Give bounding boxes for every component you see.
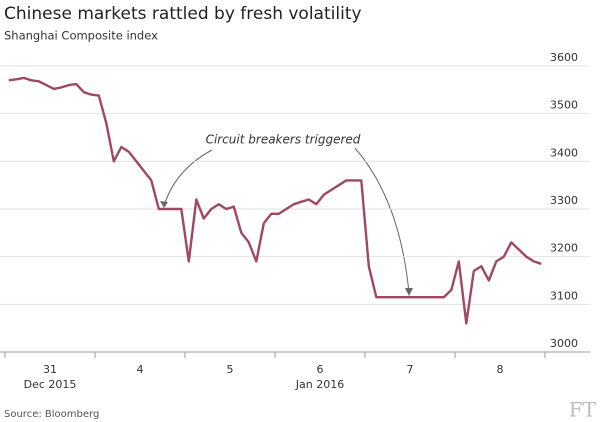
logo: FT	[569, 398, 597, 422]
y-tick-label: 3000	[550, 337, 578, 350]
annotation-arrow	[163, 149, 213, 207]
y-tick-label: 3300	[550, 194, 578, 207]
x-tick-label: 4	[137, 363, 144, 376]
x-tick-label: 5	[227, 363, 234, 376]
arrow-head	[405, 288, 413, 296]
x-tick-sublabel: Dec 2015	[24, 378, 77, 391]
y-tick-label: 3600	[550, 51, 578, 64]
x-tick-label: 7	[407, 363, 414, 376]
y-tick-label: 3200	[550, 242, 578, 255]
x-tick-label: 8	[497, 363, 504, 376]
source: Source: Bloomberg	[4, 409, 99, 420]
y-tick-label: 3500	[550, 99, 578, 112]
annotation: Circuit breakers triggered	[206, 133, 361, 147]
price-line	[8, 76, 542, 325]
annotation-arrow	[354, 147, 410, 294]
chart-title: Chinese markets rattled by fresh volatil…	[4, 4, 362, 24]
y-tick-label: 3100	[550, 289, 578, 302]
x-tick-sublabel: Jan 2016	[295, 378, 344, 391]
x-tick-label: 31	[43, 363, 57, 376]
y-tick-label: 3400	[550, 146, 578, 159]
chart-subtitle: Shanghai Composite index	[4, 29, 158, 43]
x-tick-label: 6	[317, 363, 324, 376]
arrow-head	[160, 201, 168, 208]
